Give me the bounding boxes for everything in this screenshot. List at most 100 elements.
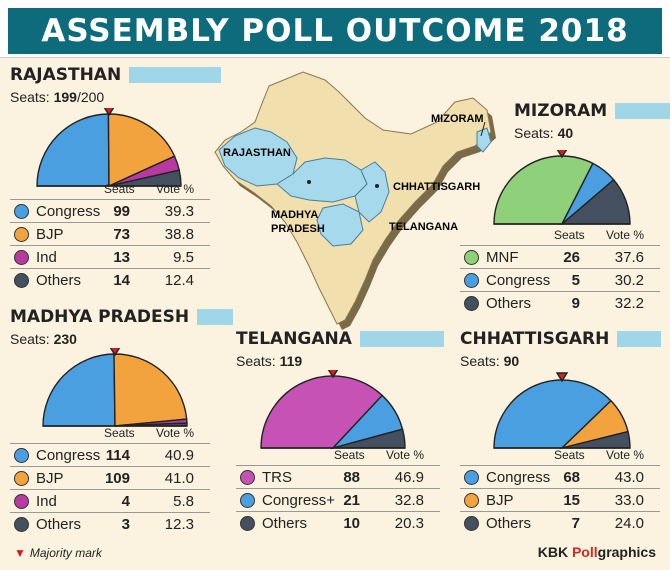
party-name: Others bbox=[36, 272, 82, 289]
vote-value: 12.4 bbox=[164, 272, 194, 289]
pie-slice-congress bbox=[36, 113, 110, 187]
india-map: RAJASTHAN MADHYA PRADESH CHHATTISGARH TE… bbox=[214, 71, 496, 330]
majority-mark-icon bbox=[103, 108, 115, 117]
vote-value: 9.5 bbox=[173, 249, 194, 266]
vote-value: 20.3 bbox=[394, 515, 424, 532]
map-label-telangana: TELANGANA bbox=[389, 221, 458, 233]
majority-mark-icon bbox=[555, 372, 569, 383]
page-title: ASSEMBLY POLL OUTCOME 2018 bbox=[8, 8, 662, 54]
seats-value: 68 bbox=[563, 469, 580, 486]
vote-value: 5.8 bbox=[173, 493, 194, 510]
vote-value: 37.6 bbox=[614, 249, 644, 266]
pie-slice-congress bbox=[42, 353, 116, 427]
seats-value: 21 bbox=[343, 492, 360, 509]
table-row: TRS 88 46.9 bbox=[236, 465, 440, 488]
table-row: MNF 26 37.6 bbox=[460, 245, 660, 268]
seats-value: 40 bbox=[557, 125, 574, 141]
table-row: Others 10 20.3 bbox=[236, 511, 440, 534]
legend-swatch bbox=[240, 516, 255, 531]
legend-swatch bbox=[464, 493, 479, 508]
vote-value: 32.8 bbox=[394, 492, 424, 509]
seats-value: 119 bbox=[279, 353, 303, 369]
seats-value: 15 bbox=[563, 492, 580, 509]
vote-value: 40.9 bbox=[164, 447, 194, 464]
credit-highlight: Poll bbox=[571, 544, 598, 560]
table-row: Others 9 32.2 bbox=[460, 291, 660, 314]
rajasthan-region bbox=[218, 127, 298, 187]
legend-swatch bbox=[14, 517, 29, 532]
credit-prefix: KBK bbox=[537, 544, 572, 560]
vote-value: 46.9 bbox=[394, 469, 424, 486]
map-label-mizoram: MIZORAM bbox=[431, 113, 484, 125]
table-row: Others 3 12.3 bbox=[10, 512, 210, 535]
party-name: Others bbox=[262, 515, 308, 532]
vote-column-header: Vote % bbox=[156, 426, 195, 440]
vote-value: 39.3 bbox=[164, 203, 194, 220]
table-header: Seats Vote % bbox=[236, 448, 440, 464]
majority-mark-icon bbox=[327, 370, 339, 379]
results-table: Seats Vote % MNF 26 37.6 Congress 5 30.2 Others 9… bbox=[460, 228, 660, 320]
party-name: Congress bbox=[36, 447, 101, 464]
vote-value: 12.3 bbox=[164, 516, 194, 533]
table-row: Congress 68 43.0 bbox=[460, 465, 660, 488]
seats-total: Seats: 199/200 bbox=[10, 88, 104, 106]
pie-chart bbox=[36, 108, 182, 188]
seats-total: Seats: 40 bbox=[514, 124, 573, 142]
pie-chart bbox=[493, 372, 631, 450]
table-row: Others 7 24.0 bbox=[460, 511, 660, 534]
table-header: Seats Vote % bbox=[460, 448, 660, 464]
seats-value: 99 bbox=[113, 203, 130, 220]
majority-mark-icon: ▼ bbox=[14, 546, 26, 560]
seats-value: 90 bbox=[503, 353, 520, 369]
seats-column-header: Seats bbox=[334, 448, 365, 462]
seats-value: 230 bbox=[53, 331, 77, 347]
party-name: Others bbox=[486, 295, 532, 312]
party-name: BJP bbox=[36, 226, 64, 243]
seats-value: 3 bbox=[121, 516, 130, 533]
legend-swatch bbox=[14, 448, 29, 463]
seats-value: 7 bbox=[571, 515, 580, 532]
seats-column-header: Seats bbox=[554, 228, 585, 242]
pie-slice-congress bbox=[493, 379, 612, 449]
table-row: BJP 109 41.0 bbox=[10, 466, 210, 489]
seats-value: 26 bbox=[563, 249, 580, 266]
legend-swatch bbox=[464, 296, 479, 311]
title-tab bbox=[359, 331, 444, 347]
pie-slice-bjp bbox=[113, 353, 188, 427]
party-name: Congress bbox=[36, 203, 101, 220]
majority-mark-icon bbox=[109, 348, 121, 357]
pie-chart bbox=[493, 150, 631, 225]
vote-column-header: Vote % bbox=[386, 448, 425, 462]
legend-swatch bbox=[464, 516, 479, 531]
title-tab bbox=[129, 67, 222, 83]
seats-column-header: Seats bbox=[554, 448, 585, 462]
legend-swatch bbox=[14, 494, 29, 509]
state-title: TELANGANA bbox=[236, 329, 352, 349]
results-table: Seats Vote % TRS 88 46.9 Congress+ 21 32.8 Other… bbox=[236, 448, 440, 540]
seats-suffix: /200 bbox=[76, 89, 105, 105]
state-title: MIZORAM bbox=[514, 101, 608, 121]
pie-chart bbox=[42, 348, 188, 427]
pie-slice-bjp bbox=[107, 113, 176, 188]
seats-value: 109 bbox=[104, 470, 130, 487]
table-row: Congress+ 21 32.8 bbox=[236, 488, 440, 511]
legend-swatch bbox=[464, 470, 479, 485]
vote-value: 32.2 bbox=[614, 295, 644, 312]
seats-total: Seats: 230 bbox=[10, 330, 77, 348]
table-row: BJP 15 33.0 bbox=[460, 488, 660, 511]
party-name: BJP bbox=[36, 470, 64, 487]
state-title: RAJASTHAN bbox=[10, 65, 122, 85]
seats-value: 10 bbox=[343, 515, 360, 532]
legend-swatch bbox=[240, 493, 255, 508]
vote-column-header: Vote % bbox=[606, 448, 645, 462]
seats-total: Seats: 119 bbox=[236, 352, 302, 370]
table-row: Congress 99 39.3 bbox=[10, 199, 210, 222]
credit-suffix: graphics bbox=[597, 544, 656, 560]
table-row: Ind 4 5.8 bbox=[10, 489, 210, 512]
table-row: Congress 114 40.9 bbox=[10, 443, 210, 466]
title-banner: ASSEMBLY POLL OUTCOME 2018 bbox=[0, 0, 670, 58]
vote-value: 43.0 bbox=[614, 469, 644, 486]
footnote-text: Majority mark bbox=[29, 546, 102, 560]
seats-column-header: Seats bbox=[104, 426, 135, 440]
